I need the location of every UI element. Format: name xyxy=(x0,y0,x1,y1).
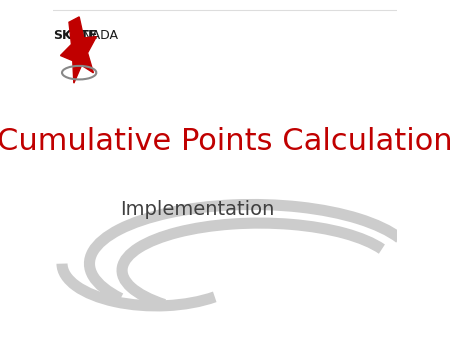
Text: Implementation: Implementation xyxy=(120,200,275,219)
Text: SKATE: SKATE xyxy=(54,29,98,42)
Polygon shape xyxy=(60,17,96,83)
Text: Cumulative Points Calculation: Cumulative Points Calculation xyxy=(0,127,450,156)
Text: CANADA: CANADA xyxy=(66,29,119,42)
